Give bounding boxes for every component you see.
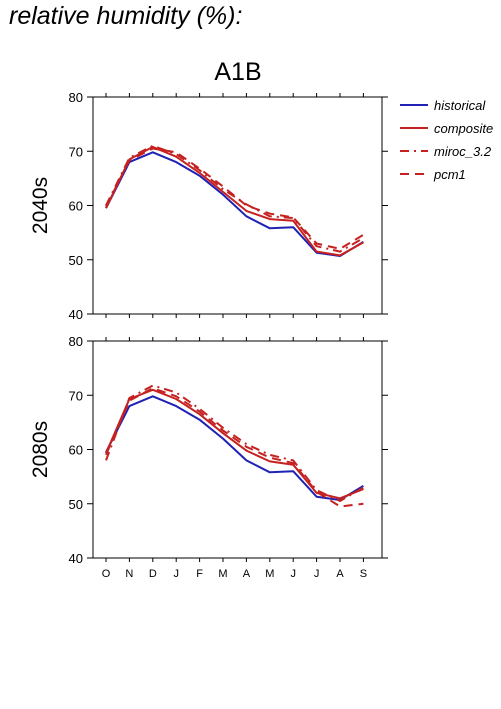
y-tick-label: 60 [69, 199, 83, 214]
series-line-historical [105, 395, 364, 501]
legend-label: historical [434, 98, 486, 113]
panel-2080s: 40 50 60 70 80 2080s O N D J F M A M J J A S [29, 334, 388, 580]
y-tick-label: 70 [69, 388, 83, 403]
y-tick-label: 50 [69, 497, 83, 512]
y-tick-label: 80 [69, 90, 83, 105]
legend-label: miroc_3.2 [434, 144, 492, 159]
panel-2040s: 40 50 60 70 80 2040s [29, 90, 388, 322]
series-line-pcm1 [105, 387, 364, 508]
x-tick-label: A [336, 568, 344, 580]
series-line-historical [105, 151, 364, 257]
panel-frame [92, 340, 383, 559]
series-line-miroc-3-2 [105, 144, 364, 253]
x-tick-label: J [173, 568, 179, 580]
panel-label: 2040s [29, 177, 52, 234]
x-tick-label: J [314, 568, 320, 580]
x-tick-label: A [243, 568, 251, 580]
y-tick-label: 50 [69, 253, 83, 268]
panels-group: 40 50 60 70 80 2040s 40 50 60 70 80 2080s O N D J F M A M J J… [29, 90, 388, 580]
x-tick-label: O [102, 568, 111, 580]
y-tick-label: 40 [69, 307, 83, 322]
series-line-composite [105, 388, 364, 500]
y-tick-label: 40 [69, 551, 83, 566]
x-tick-label: D [149, 568, 157, 580]
legend: historical composite miroc_3.2 pcm1 [400, 98, 493, 182]
legend-label: pcm1 [433, 167, 466, 182]
y-tick-label: 60 [69, 443, 83, 458]
legend-label: composite [434, 121, 493, 136]
scenario-label: A1B [214, 58, 261, 86]
series-line-miroc-3-2 [105, 384, 364, 502]
panel-label: 2080s [29, 421, 52, 478]
x-tick-label: N [125, 568, 133, 580]
page-title: relative humidity (%): [9, 2, 243, 30]
x-tick-label: M [218, 568, 227, 580]
x-tick-label: F [196, 568, 203, 580]
y-tick-label: 70 [69, 144, 83, 159]
y-tick-label: 80 [69, 334, 83, 349]
x-tick-label: M [265, 568, 274, 580]
x-tick-label: S [360, 568, 367, 580]
x-tick-label: J [290, 568, 296, 580]
panel-frame [92, 96, 383, 315]
series-line-composite [105, 145, 364, 257]
series-line-pcm1 [105, 147, 364, 250]
